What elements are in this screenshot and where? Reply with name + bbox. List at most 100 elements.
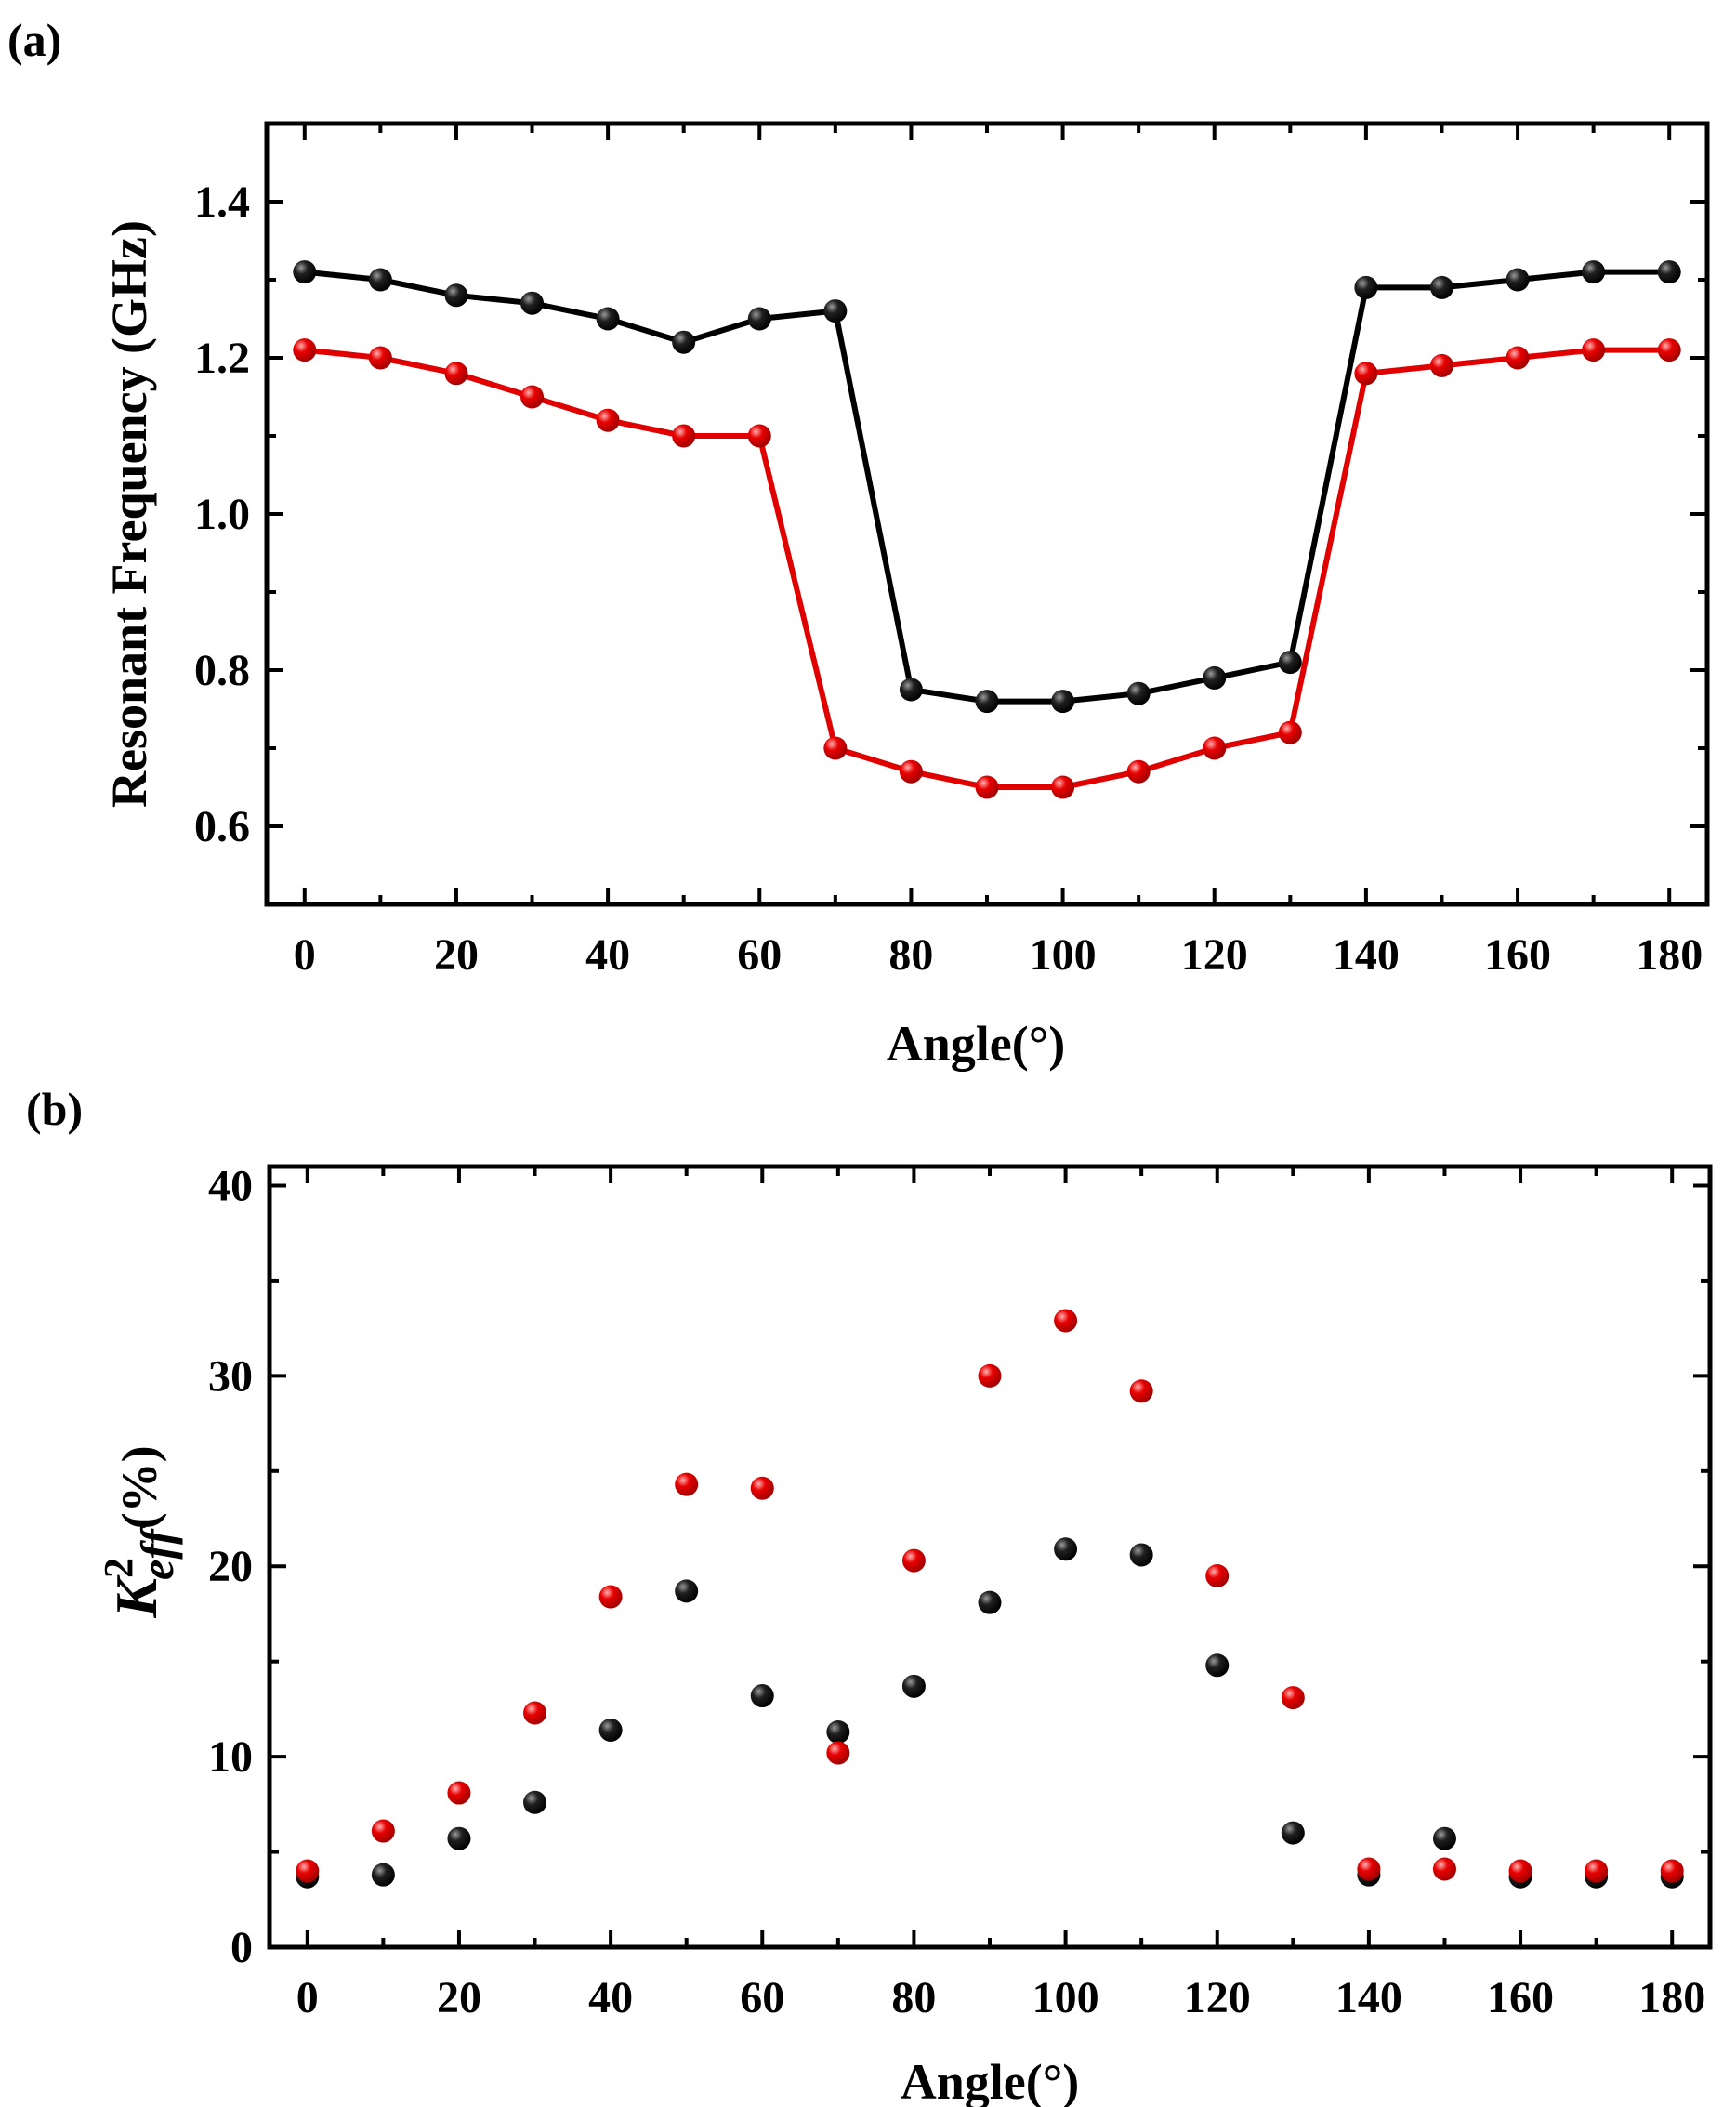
y-tick-label: 40: [208, 1161, 253, 1210]
panel-b-y-label-unit: (%): [112, 1445, 167, 1529]
panel-a-tick-labels: 0 20 40 60 80 100 120 140 160 180 0.6 0.8 1.0 1.2 1.4: [194, 178, 1703, 980]
data-point-black: [1205, 1653, 1230, 1678]
data-point-black: [826, 1719, 850, 1744]
data-point-black: [1657, 260, 1681, 284]
data-point-black: [675, 1579, 699, 1603]
x-tick-label: 40: [588, 1973, 633, 2022]
data-point-black: [447, 1826, 471, 1850]
data-point-red: [750, 1476, 774, 1500]
data-point-red: [296, 1859, 320, 1883]
x-tick-label: 140: [1335, 1973, 1402, 2022]
data-point-red: [293, 338, 317, 362]
x-tick-label: 100: [1030, 930, 1097, 980]
x-tick-label: 0: [296, 1973, 319, 2022]
x-tick-label: 20: [437, 1973, 481, 2022]
data-point-red: [823, 736, 848, 760]
data-point-black: [444, 283, 468, 308]
x-tick-label: 40: [585, 930, 630, 980]
series-line-black: [304, 269, 1670, 705]
data-point-black: [899, 678, 923, 702]
data-point-black: [1429, 275, 1453, 299]
data-point-red: [747, 424, 771, 448]
panel-b-ticks: [270, 1166, 1710, 1949]
panel-a-plot-frame: [264, 121, 1710, 907]
y-tick-label: 0.8: [194, 646, 250, 695]
data-point-red: [901, 1548, 926, 1573]
data-point-black: [1354, 275, 1378, 299]
x-tick-label: 120: [1181, 930, 1248, 980]
data-point-red: [1205, 1563, 1230, 1587]
panel-b-tick-labels: 0 20 40 60 80 100 120 140 160 180 0 10 20 30 40: [208, 1161, 1705, 2022]
panel-b-y-label-sub: eff: [131, 1525, 183, 1580]
panel-b-y-label-sup: 2: [96, 1558, 141, 1578]
data-point-red: [1126, 759, 1151, 784]
data-point-black: [1278, 651, 1302, 675]
data-point-red: [975, 775, 999, 799]
data-point-black: [823, 299, 848, 323]
data-point-red: [826, 1741, 850, 1765]
data-point-red: [598, 1585, 623, 1609]
data-point-black: [901, 1674, 926, 1698]
data-point-red: [1660, 1859, 1684, 1883]
x-tick-label: 140: [1333, 930, 1400, 980]
data-point-red: [1508, 1859, 1532, 1883]
data-point-red: [371, 1819, 395, 1843]
data-point-red: [596, 408, 620, 432]
data-point-red: [1585, 1859, 1609, 1883]
panel-a-x-axis-label: Angle(°): [887, 1016, 1066, 1072]
data-point-red: [523, 1701, 547, 1725]
data-point-red: [1432, 1857, 1456, 1881]
panel-b-y-axis-label: K2eff(%): [96, 1445, 183, 1618]
data-point-red: [444, 362, 468, 386]
panel-a-label: (a): [7, 14, 61, 66]
series-black: [293, 260, 1681, 714]
data-point-black: [1054, 1537, 1078, 1561]
data-point-black: [1129, 1543, 1153, 1567]
panel-b-keff: (b) 0 20 40 60 80 100 120 140 160 180 0 10 20 30 40 An…: [26, 1083, 1713, 2107]
y-tick-label: 30: [208, 1351, 253, 1401]
data-point-red: [1281, 1686, 1305, 1710]
x-tick-label: 60: [737, 930, 782, 980]
x-tick-label: 20: [434, 930, 479, 980]
data-point-black: [368, 268, 392, 292]
data-point-red: [447, 1781, 471, 1805]
panel-a-y-axis-label: Resonant Frequency (GHz): [101, 220, 157, 808]
data-point-black: [1203, 665, 1227, 690]
data-point-red: [1657, 338, 1681, 362]
data-point-black: [1051, 690, 1075, 714]
x-tick-label: 80: [891, 1973, 936, 2022]
y-tick-label: 20: [208, 1542, 253, 1591]
data-point-black: [975, 690, 999, 714]
data-point-red: [1582, 338, 1606, 362]
data-point-black: [596, 307, 620, 331]
data-point-black: [978, 1590, 1002, 1614]
series-red: [296, 1309, 1684, 1883]
data-point-red: [1506, 346, 1530, 370]
data-point-black: [371, 1863, 395, 1887]
y-tick-label: 0: [230, 1923, 253, 1972]
data-point-red: [1051, 775, 1075, 799]
data-point-red: [368, 346, 392, 370]
data-point-black: [1582, 260, 1606, 284]
data-point-red: [899, 759, 923, 784]
data-point-black: [293, 260, 317, 284]
y-tick-label: 0.6: [194, 802, 250, 851]
data-point-red: [675, 1472, 699, 1496]
data-point-black: [598, 1718, 623, 1742]
data-point-red: [1429, 353, 1453, 377]
x-tick-label: 120: [1184, 1973, 1251, 2022]
x-tick-label: 160: [1484, 930, 1551, 980]
x-tick-label: 60: [740, 1973, 784, 2022]
data-point-red: [672, 424, 696, 448]
data-point-red: [1357, 1857, 1381, 1881]
data-point-red: [978, 1363, 1002, 1388]
data-point-red: [1203, 736, 1227, 760]
data-point-red: [520, 385, 545, 409]
x-tick-label: 160: [1487, 1973, 1554, 2022]
panel-a-resonant-frequency: (a) 0 20 40 60 80 100 120 140 160 180 0.6 0.8 1.0 1.2…: [7, 14, 1710, 1072]
panel-a-series: [293, 260, 1681, 799]
data-point-red: [1129, 1379, 1153, 1403]
x-tick-label: 100: [1032, 1973, 1099, 2022]
panel-b-y-label-k: K: [103, 1574, 169, 1619]
